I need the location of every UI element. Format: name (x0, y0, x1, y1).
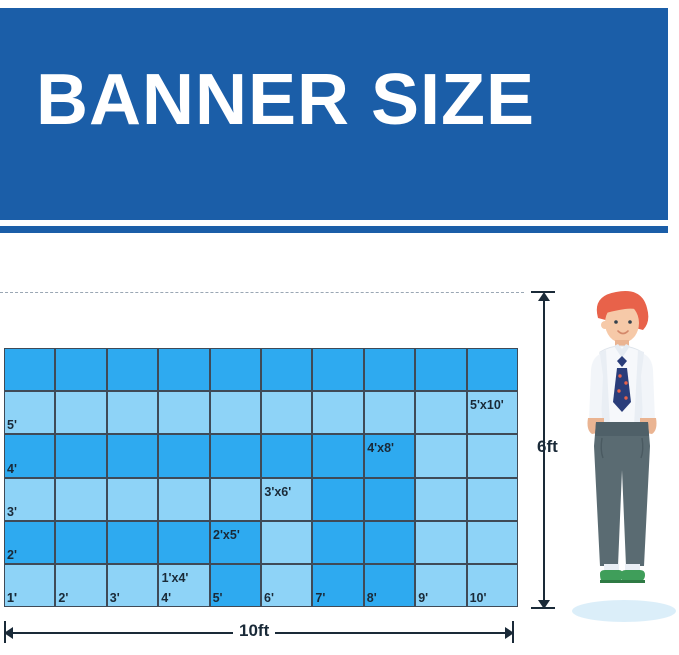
grid-cell (466, 520, 518, 564)
grid-cell (55, 391, 107, 435)
size-callout-label: 4'x8' (367, 441, 394, 456)
grid-cell (55, 434, 107, 478)
grid-cell (106, 348, 159, 392)
vertical-measure-line (543, 296, 545, 608)
grid-cell (209, 520, 261, 564)
grid-cell (261, 477, 313, 521)
size-callout-label: 2'x5' (213, 527, 240, 542)
grid-cell (4, 348, 56, 392)
grid-cell (312, 564, 364, 608)
vertical-measure-arrow-down-icon (538, 600, 550, 609)
top-dashed-guide-line (0, 292, 524, 293)
horizontal-measure-arrow-right-icon (505, 627, 514, 639)
grid-cell (209, 391, 261, 435)
grid-cell (415, 477, 467, 521)
x-axis-tick-label: 7' (315, 591, 326, 606)
x-axis-tick-label: 1' (7, 591, 17, 606)
grid-cell (261, 520, 313, 564)
grid-cell (261, 564, 313, 608)
vertical-measure-label: 6ft (537, 437, 558, 456)
y-axis-tick-label: 3' (7, 504, 17, 519)
grid-cell (466, 348, 518, 392)
grid-cell (415, 391, 467, 435)
vertical-measure-arrow-up-icon (538, 292, 550, 301)
grid-cell (312, 348, 364, 392)
grid-cell (4, 520, 56, 564)
x-axis-tick-label: 5' (212, 591, 223, 606)
horizontal-measure-label: 10ft (233, 621, 276, 641)
grid-cell (55, 477, 107, 521)
y-axis-tick-label: 5' (7, 418, 17, 433)
grid-cell (55, 564, 107, 608)
grid-cell (158, 434, 210, 478)
person-illustration (566, 288, 676, 618)
grid-cell (363, 348, 416, 392)
grid-cell (261, 391, 313, 435)
grid-cell (158, 477, 210, 521)
grid-cell (312, 434, 364, 478)
grid-cell (363, 520, 416, 564)
grid-cell (4, 391, 56, 435)
horizontal-measure-arrow-left-icon (4, 627, 13, 639)
grid-cell (106, 477, 159, 521)
grid-cell (261, 434, 313, 478)
grid-cell (415, 348, 467, 392)
grid-cell (466, 477, 518, 521)
grid-cell (55, 348, 107, 392)
grid-cell (466, 391, 518, 435)
grid-cell (363, 564, 416, 608)
grid-cell (158, 391, 210, 435)
grid-cell (415, 564, 467, 608)
grid-cell (209, 434, 261, 478)
size-grid: 1'x4' 2'x5' 3'x6' 4'x8' 5'x10' 1' 2' 3' 4' 5' 6' 7'… (4, 348, 520, 612)
grid-cell (209, 348, 261, 392)
grid-cell (415, 520, 467, 564)
x-axis-tick-label: 10' (469, 591, 487, 606)
size-callout-label: 3'x6' (264, 484, 292, 499)
grid-cell (209, 564, 261, 608)
grid-cell (312, 520, 364, 564)
x-axis-tick-label: 4' (161, 591, 172, 606)
y-axis-tick-label: 4' (7, 461, 17, 476)
grid-cell (312, 477, 364, 521)
grid-cell (158, 564, 210, 608)
size-callout-label: 5'x10' (470, 398, 504, 413)
header-underline-rule (0, 226, 668, 233)
size-callout-label: 1'x4' (161, 571, 189, 585)
grid-cell (363, 477, 416, 521)
person-shadow (572, 600, 676, 622)
grid-cell (106, 434, 159, 478)
grid-cell (106, 391, 159, 435)
grid-cell (415, 434, 467, 478)
header-banner: BANNER SIZE (0, 8, 668, 220)
x-axis-tick-label: 8' (366, 591, 377, 606)
grid-cell (55, 520, 107, 564)
grid-cell (106, 564, 159, 608)
grid-cell (363, 434, 416, 478)
page-title: BANNER SIZE (36, 60, 536, 140)
vertical-measure-cap-bottom (531, 607, 555, 609)
grid-cell (363, 391, 416, 435)
grid-cell (4, 477, 56, 521)
x-axis-tick-label: 9' (418, 591, 429, 606)
grid-cell (158, 348, 210, 392)
x-axis-tick-label: 2' (58, 591, 69, 606)
grid-cell (466, 564, 518, 608)
x-axis-tick-label: 3' (109, 591, 120, 606)
grid-cell (466, 434, 518, 478)
grid-cell (158, 520, 210, 564)
grid-cell (106, 520, 159, 564)
grid-cell (4, 434, 56, 478)
x-axis-tick-label: 6' (264, 591, 274, 606)
grid-cell (261, 348, 313, 392)
y-axis-tick-label: 1' (7, 591, 17, 606)
grid-cell (312, 391, 364, 435)
grid-cell (209, 477, 261, 521)
grid-cell (4, 564, 56, 608)
y-axis-tick-label: 2' (7, 548, 17, 562)
